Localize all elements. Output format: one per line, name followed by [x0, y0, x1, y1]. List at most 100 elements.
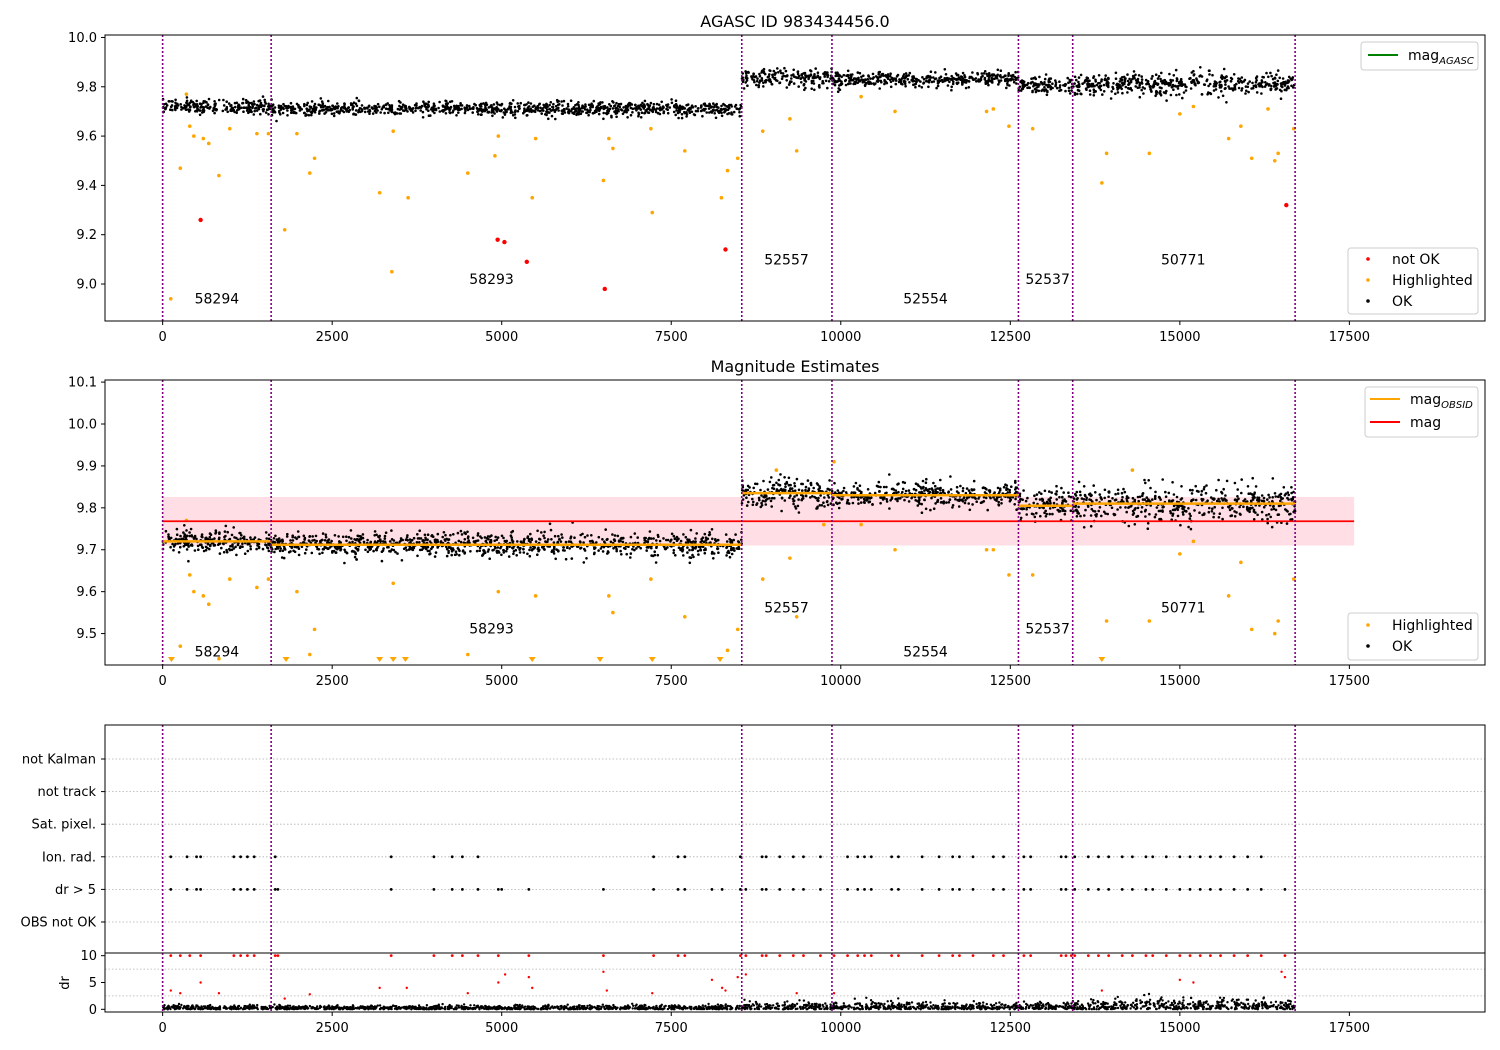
ok-point	[395, 112, 399, 115]
ok-point	[223, 530, 227, 533]
ok-point	[968, 508, 972, 512]
ok-point	[330, 112, 334, 116]
ok-point	[564, 557, 568, 561]
ok-point	[325, 546, 329, 550]
ok-point	[354, 546, 358, 550]
ok-point	[336, 106, 339, 110]
ok-point	[668, 106, 672, 109]
ok-point	[767, 75, 771, 78]
ok-point	[685, 115, 688, 118]
highlighted-point	[1266, 107, 1270, 111]
ok-point	[441, 535, 445, 539]
ok-point	[585, 111, 589, 114]
highlighted-point	[1007, 124, 1011, 129]
ok-point	[709, 110, 713, 113]
ok-point	[1229, 76, 1233, 80]
ok-point	[467, 535, 470, 538]
ok-point	[209, 543, 212, 547]
ok-point	[305, 548, 308, 551]
ok-point	[379, 538, 382, 541]
ok-point	[927, 85, 930, 89]
ok-point	[688, 110, 691, 113]
ok-point	[712, 557, 715, 560]
ok-point	[285, 106, 288, 110]
obsid-label: 52537	[1025, 272, 1070, 288]
ok-point	[550, 550, 554, 553]
ok-point	[183, 524, 186, 527]
ok-point	[1240, 478, 1243, 481]
ok-point	[934, 71, 937, 74]
ok-point	[209, 533, 213, 536]
ok-point	[773, 73, 777, 76]
ok-point	[697, 107, 700, 110]
ok-point	[286, 532, 289, 536]
ok-point	[1041, 83, 1044, 86]
ok-point	[1033, 76, 1037, 79]
ok-point	[418, 548, 422, 552]
ok-point	[764, 503, 768, 506]
below-range-marker	[596, 657, 604, 662]
ok-point	[458, 549, 461, 553]
ok-point	[549, 101, 553, 104]
highlighted-point	[312, 627, 317, 632]
ok-point	[826, 503, 830, 507]
ok-point	[1171, 481, 1174, 484]
ok-point	[1291, 86, 1295, 89]
ok-point	[171, 542, 174, 546]
ok-point	[1199, 66, 1202, 69]
ok-point	[310, 111, 314, 114]
ok-point	[690, 104, 694, 107]
ok-point	[851, 73, 854, 76]
ok-point	[1048, 507, 1052, 510]
ok-point	[415, 541, 419, 544]
ok-point	[202, 101, 205, 105]
ok-point	[777, 478, 781, 482]
ok-point	[1011, 75, 1014, 78]
ok-point	[703, 548, 706, 552]
ok-point	[752, 500, 755, 504]
ok-point	[629, 102, 632, 105]
ok-point	[541, 545, 544, 549]
ok-point	[1247, 492, 1250, 496]
ok-point	[720, 104, 723, 108]
ok-point	[581, 104, 584, 107]
ok-point	[353, 555, 357, 559]
legend-subscript: AGASC	[1438, 56, 1474, 67]
obsid-label: 52554	[903, 645, 948, 661]
ok-point	[1189, 87, 1193, 90]
ok-point	[1052, 501, 1056, 505]
ok-point	[703, 551, 707, 555]
ok-point	[450, 100, 454, 103]
highlighted-point	[649, 126, 653, 131]
ok-point	[529, 532, 532, 536]
ok-point	[967, 502, 970, 505]
ok-point	[714, 116, 718, 120]
ok-point	[388, 106, 392, 109]
ok-point	[928, 487, 931, 491]
x-tick-label: 2500	[316, 674, 349, 689]
ok-point	[939, 497, 943, 500]
ok-point	[629, 552, 633, 555]
ok-point	[862, 74, 865, 77]
x-tick-label: 15000	[1159, 674, 1200, 689]
ok-point	[484, 539, 488, 543]
ok-point	[972, 479, 976, 483]
ok-point	[699, 109, 703, 113]
ok-point	[1022, 507, 1026, 511]
ok-point	[1151, 74, 1154, 78]
not-ok-points	[198, 202, 1289, 292]
ok-point	[1076, 497, 1079, 500]
ok-point	[526, 106, 530, 109]
ok-point	[885, 500, 889, 503]
ok-point	[793, 495, 796, 498]
ok-point	[922, 81, 926, 84]
ok-point	[866, 488, 870, 491]
ok-point	[1039, 514, 1042, 518]
ok-point	[447, 551, 450, 555]
ok-point	[997, 503, 1001, 507]
ok-point	[1270, 74, 1273, 78]
ok-point	[606, 110, 609, 113]
ok-point	[609, 540, 613, 544]
ok-point	[1121, 91, 1124, 95]
ok-point	[230, 109, 233, 113]
